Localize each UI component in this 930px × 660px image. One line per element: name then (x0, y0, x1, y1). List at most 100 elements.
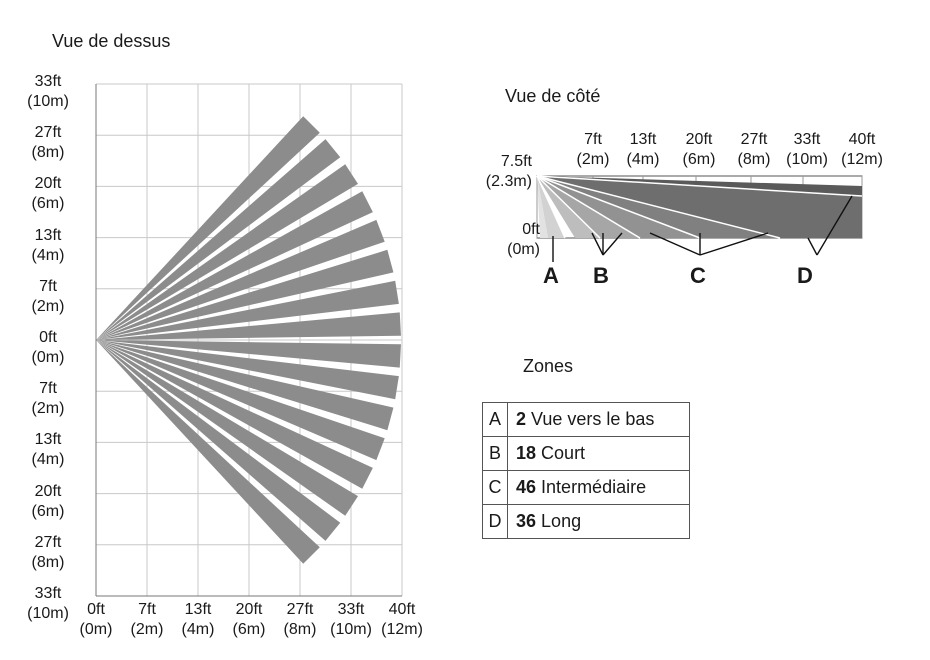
detection-beam (96, 219, 385, 340)
zone-key: A (482, 402, 508, 437)
x-tick-label: 33ft (10m) (323, 600, 379, 640)
zone-letter-c: C (690, 263, 706, 288)
y-tick-label: 0ft (0m) (18, 328, 78, 368)
side-view-title: Vue de côté (505, 86, 601, 106)
y-tick-ft: 27ft (34, 124, 62, 142)
y-tick-label: 33ft (10m) (18, 584, 78, 624)
zone-count: 2 (516, 409, 527, 429)
side-distance-ft: 13ft (629, 131, 657, 148)
y-tick-label: 13ft (4m) (18, 430, 78, 470)
zone-desc: 36 Long (507, 504, 690, 539)
zone-name: Court (541, 443, 586, 463)
zone-desc: 2 Vue vers le bas (507, 402, 690, 437)
y-tick-ft: 7ft (39, 277, 57, 295)
side-beam (537, 176, 548, 238)
y-tick-label: 7ft (2m) (18, 277, 78, 317)
zone-key: C (482, 470, 508, 505)
beam-separator (536, 175, 701, 239)
x-tick-ft: 27ft (286, 601, 314, 618)
zone-name: Vue vers le bas (531, 409, 655, 429)
x-tick-label: 13ft (4m) (170, 600, 226, 640)
side-distance-m: (12m) (841, 151, 883, 168)
y-tick-label: 27ft (8m) (18, 533, 78, 573)
y-tick-label: 20ft (6m) (18, 174, 78, 214)
detection-beam (96, 340, 399, 400)
x-tick-label: 27ft (8m) (272, 600, 328, 640)
side-distance-ft: 40ft (848, 131, 876, 148)
zone-pointer-line (807, 237, 818, 256)
y-tick-m: (4m) (31, 451, 65, 469)
detection-beam (96, 280, 399, 340)
y-tick-m: (10m) (27, 93, 69, 110)
side-distance-label: 20ft (6m) (671, 130, 727, 170)
y-tick-m: (2m) (31, 297, 65, 315)
side-distance-ft: 7ft (584, 131, 602, 148)
zone-key: D (482, 504, 508, 539)
y-tick-ft: 27ft (34, 533, 62, 551)
y-tick-ft: 13ft (34, 431, 62, 449)
detection-beam (96, 340, 341, 541)
x-tick-m: (8m) (283, 621, 317, 638)
zone-pointer-line (816, 195, 853, 256)
beam-separator (536, 175, 566, 239)
side-view-pointers (552, 195, 853, 262)
detection-beam (96, 340, 358, 516)
side-distance-m: (4m) (626, 151, 660, 168)
side-distance-m: (10m) (786, 151, 828, 168)
detection-beam (96, 340, 373, 489)
top-view-grid (95, 83, 403, 597)
x-tick-m: (4m) (181, 621, 215, 638)
zone-count: 36 (516, 511, 537, 531)
y-tick-ft: 0ft (39, 329, 57, 346)
zone-letter-a: A (543, 263, 559, 288)
side-distance-m: (2m) (576, 151, 610, 168)
top-view-title: Vue de dessus (52, 31, 171, 51)
detection-beam (96, 191, 373, 340)
zone-pointer-line (649, 232, 701, 256)
side-distance-label: 7ft (2m) (565, 130, 621, 170)
x-tick-ft: 0ft (87, 601, 105, 618)
detection-beam (96, 312, 401, 340)
zone-letter-b: B (593, 263, 609, 288)
zone-name: Long (541, 511, 582, 531)
zone-name: Intermédiaire (541, 477, 647, 497)
y-tick-ft: 13ft (34, 226, 62, 244)
detection-beam (96, 164, 358, 340)
detection-beam (96, 249, 394, 340)
zones-title: Zones (523, 356, 574, 376)
x-tick-ft: 20ft (235, 601, 263, 618)
x-tick-label: 7ft (2m) (119, 600, 175, 640)
y-tick-m: (6m) (31, 502, 65, 520)
beam-separator (536, 175, 641, 239)
x-tick-m: (10m) (330, 621, 372, 638)
beam-separator (536, 175, 601, 239)
side-view-beams (536, 175, 863, 239)
zone-count: 18 (516, 443, 537, 463)
side-height-m: (2.3m) (485, 173, 532, 190)
detection-beam (96, 340, 320, 564)
side-distance-label: 27ft (8m) (726, 130, 782, 170)
x-tick-ft: 13ft (184, 601, 212, 618)
x-tick-m: (6m) (232, 621, 266, 638)
zone-pointer-line (602, 232, 623, 256)
y-tick-ft: 20ft (34, 175, 62, 193)
zone-pointer-line (591, 232, 604, 256)
x-tick-ft: 33ft (337, 601, 365, 618)
detection-beam (96, 340, 385, 461)
y-tick-m: (0m) (31, 349, 65, 366)
y-tick-label: 27ft (8m) (18, 123, 78, 163)
y-tick-ft: 33ft (34, 585, 62, 602)
y-tick-m: (8m) (31, 144, 65, 162)
side-distance-ft: 27ft (740, 131, 768, 148)
zone-pointer-line (699, 232, 769, 256)
y-tick-m: (2m) (31, 400, 65, 418)
side-distance-label: 13ft (4m) (615, 130, 671, 170)
zone-desc: 18 Court (507, 436, 690, 471)
side-distance-label: 33ft (10m) (779, 130, 835, 170)
side-distance-ft: 33ft (793, 131, 821, 148)
beam-separator (536, 175, 781, 239)
y-tick-label: 20ft (6m) (18, 482, 78, 522)
top-view-beams (96, 116, 401, 564)
table-row: D 36 Long (482, 504, 690, 539)
y-tick-label: 33ft (10m) (18, 72, 78, 112)
